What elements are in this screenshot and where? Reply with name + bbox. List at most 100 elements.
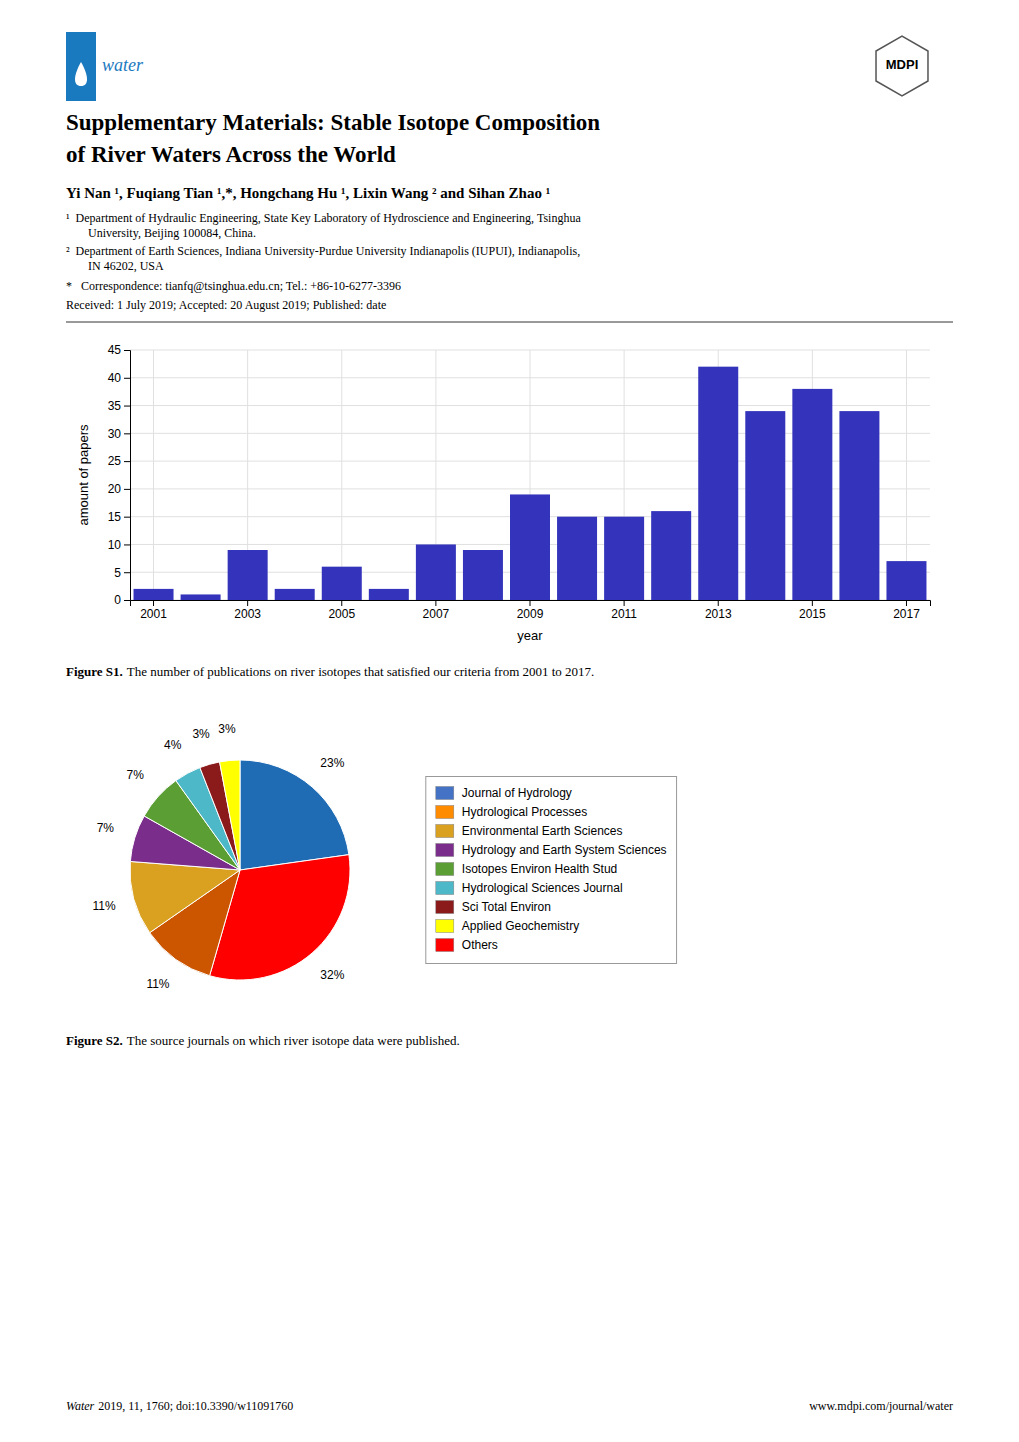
tick-label: 2005: [328, 607, 355, 621]
tick: 0: [114, 593, 130, 607]
logo-box: [66, 32, 96, 101]
tick-mark: [124, 461, 130, 462]
axis-line: [124, 351, 131, 601]
legend-item: Applied Geochemistry: [436, 919, 579, 933]
data-label: 4%: [164, 738, 182, 752]
legend: Journal of Hydrology Hydrological Process…: [426, 777, 677, 964]
grid-line: [341, 350, 342, 600]
legend-label: Others: [462, 938, 498, 952]
tick-label: 2003: [234, 607, 261, 621]
slice: [220, 760, 240, 870]
bars: [134, 367, 927, 600]
footer-left: Water2019, 11, 1760; doi:10.3390/w110917…: [66, 1399, 293, 1413]
legend-item: Sci Total Environ: [436, 900, 551, 914]
bar: [369, 589, 409, 600]
legend-item: Hydrology and Earth System Sciences: [436, 843, 667, 857]
legend-swatch: [436, 825, 454, 838]
tick-label: 2013: [705, 607, 732, 621]
publisher-logo: MDPI: [876, 36, 928, 96]
data-label: 7%: [97, 821, 115, 835]
tick-mark: [124, 489, 130, 490]
bar: [181, 594, 221, 600]
tick-mark: [247, 600, 248, 606]
tick: 10: [108, 538, 130, 552]
tick: 2011: [611, 600, 637, 621]
rule: [66, 322, 953, 323]
tick-label: 5: [114, 566, 121, 580]
tick-label: 35: [108, 399, 122, 413]
tick-mark: [153, 600, 154, 606]
caption-text: The source journals on which river isoto…: [127, 1033, 460, 1048]
logo-text: MDPI: [886, 57, 919, 72]
legend-label: Journal of Hydrology: [462, 786, 572, 800]
tick: 2015: [799, 600, 826, 621]
tick-mark: [124, 572, 130, 573]
tick-label: 15: [108, 510, 122, 524]
tick-label: 20: [108, 482, 122, 496]
tick-mark: [435, 600, 436, 606]
tick-label: 10: [108, 538, 122, 552]
legend-label: Sci Total Environ: [462, 900, 551, 914]
bar: [698, 367, 738, 600]
legend-item: Hydrological Sciences Journal: [436, 881, 623, 895]
tick-label: 2009: [517, 607, 544, 621]
tick-label: 2015: [799, 607, 826, 621]
caption: Figure S1.The number of publications on …: [66, 664, 594, 679]
legend-item: Journal of Hydrology: [436, 786, 572, 800]
legend-swatch: [436, 806, 454, 819]
bar: [510, 494, 550, 600]
tick: 2001: [140, 600, 167, 621]
tick-label: 30: [108, 427, 122, 441]
legend-label: Isotopes Environ Health Stud: [462, 862, 617, 876]
legend-swatch: [436, 939, 454, 952]
bar: [228, 550, 268, 600]
received: Received: 1 July 2019; Accepted: 20 Augu…: [66, 298, 386, 312]
axis-line: [131, 601, 931, 607]
tick: 2009: [517, 600, 544, 621]
grid-line: [153, 350, 154, 600]
legend-swatch: [436, 787, 454, 800]
x-axis: 2001 2003 2005 2007 2009 2011 2013 2015 2017: [131, 600, 931, 621]
bar: [651, 511, 691, 600]
bar: [416, 544, 456, 600]
page: waterMDPISupplementary Materials: Stable…: [0, 0, 1019, 1442]
tick-mark: [124, 433, 130, 434]
footer-journal: Water: [66, 1399, 95, 1413]
tick: 2017: [893, 600, 920, 621]
caption: Figure S2.The source journals on which r…: [66, 1033, 460, 1048]
tick: 5: [114, 566, 130, 580]
legend-swatch: [436, 844, 454, 857]
data-labels: 23%32%11%11%7%7%4%3%3%: [93, 722, 345, 991]
caption-label: Figure S1.: [66, 664, 123, 679]
tick-label: 25: [108, 454, 122, 468]
legend-item: Environmental Earth Sciences: [436, 824, 623, 838]
tick-mark: [624, 600, 625, 606]
tick: 2005: [328, 600, 355, 621]
logo-hexagon: [876, 36, 928, 96]
tick-label: 40: [108, 371, 122, 385]
tick-label: 0: [114, 593, 121, 607]
legend-label: Applied Geochemistry: [462, 919, 579, 933]
authors: Yi Nan ¹, Fuqiang Tian ¹,*, Hongchang Hu…: [66, 185, 550, 201]
affiliation: IN 46202, USA: [88, 259, 164, 273]
affiliation: ¹ Department of Hydraulic Engineering, S…: [66, 211, 581, 225]
bar: [792, 389, 832, 600]
legend-label: Hydrology and Earth System Sciences: [462, 843, 667, 857]
tick: 2007: [423, 600, 450, 621]
bar: [275, 589, 315, 600]
tick-mark: [530, 600, 531, 606]
y-axis-title: amount of papers: [76, 424, 91, 526]
bar: [604, 517, 644, 600]
legend-item: Others: [436, 938, 498, 952]
tick-mark: [718, 600, 719, 606]
legend-item: Hydrological Processes: [436, 805, 587, 819]
slice: [240, 760, 349, 870]
legend-frame: [426, 777, 677, 964]
logo-drop: [75, 62, 87, 86]
tick-label: 2017: [893, 607, 920, 621]
data-label: 32%: [320, 968, 344, 982]
tick: 40: [108, 371, 130, 385]
grid: [130, 350, 930, 600]
bar: [463, 550, 503, 600]
bar-chart: 2001200320052007200920112013201520170510…: [76, 343, 931, 643]
